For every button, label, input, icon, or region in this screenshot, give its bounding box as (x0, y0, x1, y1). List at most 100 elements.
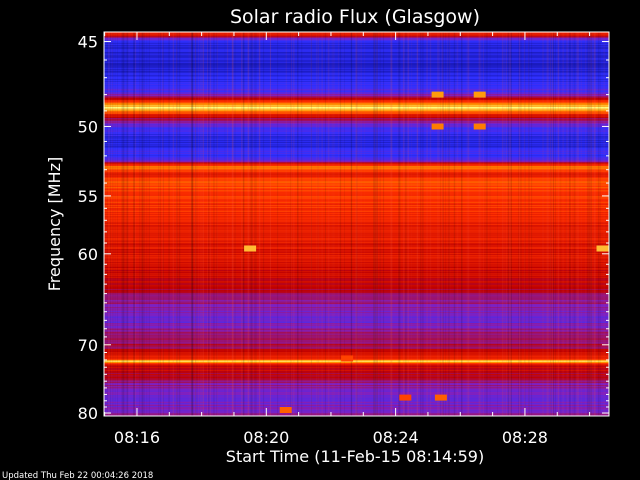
texture-streak (105, 32, 107, 416)
frequency-band-row (104, 89, 609, 91)
frequency-band-row (104, 236, 609, 238)
frequency-band-row (104, 55, 609, 57)
texture-streak (258, 32, 261, 416)
frequency-band-row (104, 97, 609, 99)
frequency-band-row (104, 100, 609, 102)
texture-streak (191, 32, 193, 416)
y-tick-label: 45 (78, 33, 98, 52)
x-tick-label: 08:24 (373, 428, 419, 447)
frequency-band-row (104, 65, 609, 67)
texture-streak (168, 32, 170, 416)
frequency-band-row (104, 40, 609, 42)
vertical-streaks (105, 32, 605, 416)
frequency-band-row (104, 224, 609, 226)
plot-frame (103, 31, 610, 417)
texture-streak (383, 32, 384, 416)
frequency-band-row (104, 46, 609, 48)
frequency-band-row (104, 166, 609, 168)
texture-streak (117, 32, 118, 416)
texture-streak (580, 32, 582, 416)
texture-streak (258, 32, 261, 416)
texture-streak (449, 32, 450, 416)
texture-streak (528, 32, 530, 416)
frequency-band-row (104, 134, 609, 136)
texture-streak (234, 32, 236, 416)
y-tick-label: 70 (78, 336, 98, 355)
texture-streak (557, 32, 560, 416)
frequency-band-row (104, 94, 609, 96)
texture-streak (196, 32, 198, 416)
frequency-band-row (104, 49, 609, 51)
frequency-band-row (104, 345, 609, 347)
frequency-band-row (104, 363, 609, 365)
frequency-band-row (104, 41, 609, 43)
frequency-band-row (104, 235, 609, 237)
frequency-band-row (104, 359, 609, 361)
frequency-band-row (104, 348, 609, 350)
frequency-band-row (104, 361, 609, 363)
frequency-band-row (104, 212, 609, 214)
frequency-band-row (104, 237, 609, 239)
frequency-band-row (104, 273, 609, 275)
texture-streak (548, 32, 550, 416)
texture-streak (213, 32, 215, 416)
frequency-band-row (104, 50, 609, 52)
frequency-band-row (104, 346, 609, 348)
frequency-band-row (104, 253, 609, 255)
frequency-band-row (104, 414, 609, 416)
frequency-band-row (104, 217, 609, 219)
frequency-band-row (104, 378, 609, 380)
texture-streak (342, 32, 344, 416)
frequency-band-row (104, 198, 609, 200)
texture-streak (574, 32, 576, 416)
frequency-band-row (104, 52, 609, 54)
texture-streak (202, 32, 204, 416)
frequency-band-row (104, 58, 609, 60)
texture-streak (546, 32, 548, 416)
y-tick-label: 60 (78, 245, 98, 264)
texture-streak (577, 32, 579, 416)
frequency-band-row (104, 280, 609, 282)
frequency-band-row (104, 402, 609, 404)
frequency-band-row (104, 163, 609, 165)
frequency-band-row (104, 397, 609, 399)
frequency-band-row (104, 293, 609, 295)
texture-streak (429, 32, 432, 416)
texture-streak (255, 32, 257, 416)
frequency-band-row (104, 349, 609, 351)
frequency-band-row (104, 264, 609, 266)
frequency-band-row (104, 67, 609, 69)
y-tick-label: 80 (78, 404, 98, 423)
frequency-band-row (104, 377, 609, 379)
texture-streak (241, 32, 243, 416)
texture-streak (373, 32, 375, 416)
texture-streak (248, 32, 250, 416)
texture-streak (466, 32, 468, 416)
frequency-band-row (104, 116, 609, 118)
frequency-band-row (104, 210, 609, 212)
frequency-band-row (104, 292, 609, 294)
bright-spot (431, 123, 444, 130)
frequency-band-row (104, 283, 609, 285)
frequency-band-row (104, 243, 609, 245)
texture-streak (242, 32, 244, 416)
frequency-band-row (104, 296, 609, 298)
frequency-band-row (104, 184, 609, 186)
frequency-band-row (104, 136, 609, 138)
texture-streak (126, 32, 129, 416)
texture-streak (190, 32, 192, 416)
texture-streak (411, 32, 413, 416)
texture-streak (407, 32, 409, 416)
frequency-band-row (104, 311, 609, 313)
frequency-band-row (104, 56, 609, 58)
frequency-band-row (104, 85, 609, 87)
texture-streak (552, 32, 555, 416)
texture-streak (484, 32, 486, 416)
frequency-band-row (104, 202, 609, 204)
frequency-band-row (104, 399, 609, 401)
texture-streak (456, 32, 459, 416)
texture-streak (227, 32, 229, 416)
texture-streak (507, 32, 510, 416)
frequency-band-row (104, 368, 609, 370)
texture-streak (125, 32, 127, 416)
